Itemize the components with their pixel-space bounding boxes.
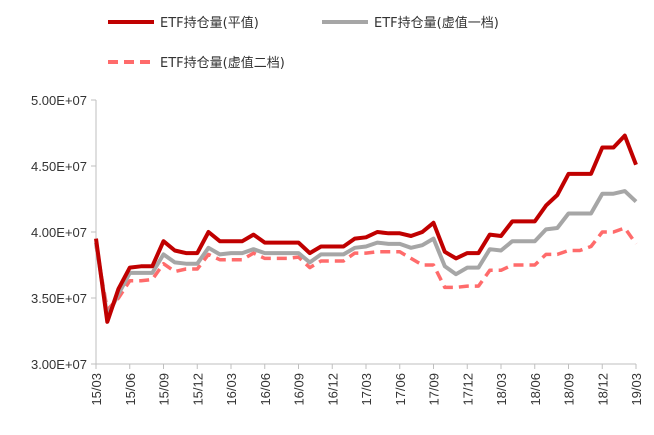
x-tick-label: 16/03 bbox=[224, 373, 239, 406]
x-tick-label: 17/03 bbox=[359, 373, 374, 406]
x-tick-label: 16/06 bbox=[258, 373, 273, 406]
x-tick-label: 17/09 bbox=[427, 373, 442, 406]
series-line-1 bbox=[94, 189, 638, 319]
x-tick-label: 19/03 bbox=[629, 373, 644, 406]
legend-label-2: ETF持仓量(虚值二档) bbox=[160, 55, 285, 71]
x-tick-label: 16/09 bbox=[292, 373, 307, 406]
y-axis: 3.00E+07 3.50E+07 4.00E+07 4.50E+07 5.00E+07 bbox=[31, 93, 97, 372]
legend-label-0: ETF持仓量(平值) bbox=[160, 15, 259, 31]
x-tick-label: 18/06 bbox=[528, 373, 543, 406]
x-tick-label: 18/09 bbox=[562, 373, 577, 406]
series-line-0 bbox=[94, 133, 638, 324]
y-tick-label: 3.00E+07 bbox=[31, 357, 87, 372]
x-tick-label: 15/09 bbox=[157, 373, 172, 406]
x-tick-label: 16/12 bbox=[325, 373, 340, 406]
x-tick-label: 18/12 bbox=[595, 373, 610, 406]
x-tick-label: 17/12 bbox=[460, 373, 475, 406]
x-tick-label: 18/03 bbox=[494, 373, 509, 406]
y-tick-label: 5.00E+07 bbox=[31, 93, 87, 108]
series-line-2 bbox=[94, 226, 638, 312]
legend-label-1: ETF持仓量(虚值一档) bbox=[374, 15, 499, 31]
x-axis: 15/03 15/06 15/09 15/12 16/03 16/06 16/09 16/12… bbox=[89, 363, 644, 406]
legend: ETF持仓量(平值) ETF持仓量(虚值一档) ETF持仓量(虚值二档) bbox=[108, 15, 499, 71]
x-tick-label: 17/06 bbox=[393, 373, 408, 406]
x-tick-label: 15/06 bbox=[123, 373, 138, 406]
x-tick-label: 15/03 bbox=[89, 373, 104, 406]
plot-area bbox=[94, 133, 638, 324]
y-tick-label: 3.50E+07 bbox=[31, 291, 87, 306]
y-tick-label: 4.50E+07 bbox=[31, 159, 87, 174]
x-tick-label: 15/12 bbox=[190, 373, 205, 406]
y-tick-label: 4.00E+07 bbox=[31, 225, 87, 240]
